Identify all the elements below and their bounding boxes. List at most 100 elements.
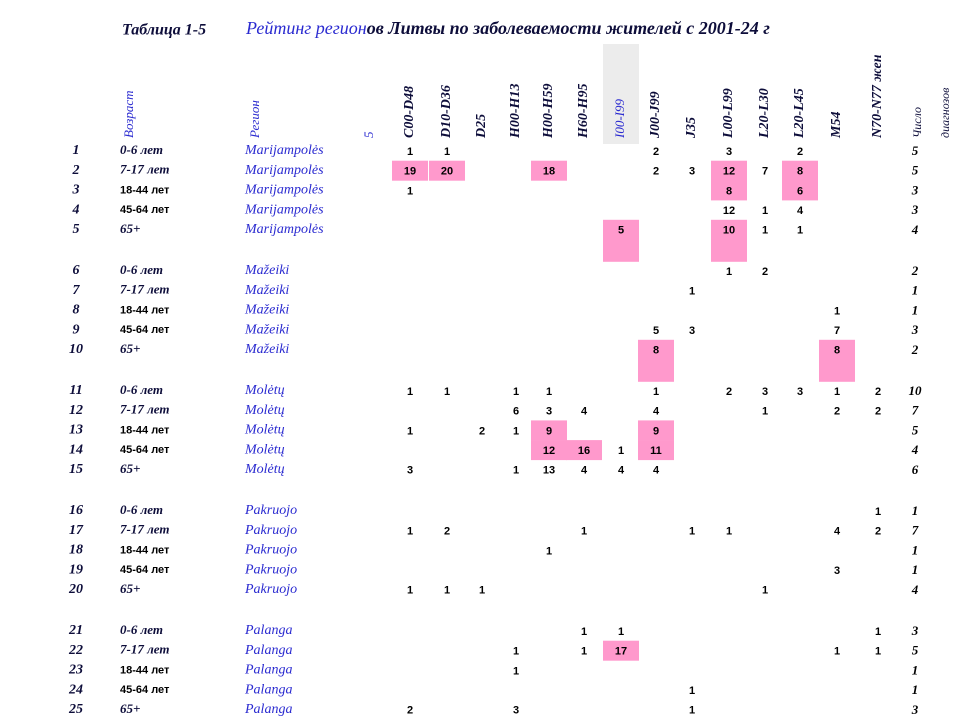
diagnosis-count: 1 bbox=[912, 302, 919, 317]
column-header: D25 bbox=[474, 114, 489, 139]
row-number: 7 bbox=[73, 283, 81, 298]
diagnosis-count: 1 bbox=[912, 662, 919, 677]
diagnosis-count: 5 bbox=[912, 643, 919, 658]
cell-value: 3 bbox=[726, 146, 732, 158]
table-label: Таблица 1-5 bbox=[122, 22, 206, 39]
cell-value: 5 bbox=[618, 225, 624, 237]
cell-value: 2 bbox=[444, 526, 450, 538]
row-number: 6 bbox=[73, 263, 80, 278]
cell-value: 1 bbox=[513, 386, 519, 398]
diagnosis-count: 2 bbox=[911, 342, 919, 357]
title-part: ов Литвы по заболеваемости жителей с 200… bbox=[367, 18, 770, 38]
cell-value: 5 bbox=[653, 325, 659, 337]
age-group: 0-6 лет bbox=[120, 622, 163, 637]
cell-value: 12 bbox=[723, 205, 735, 217]
cell-value: 1 bbox=[653, 386, 659, 398]
age-group: 65+ bbox=[120, 221, 140, 236]
cell-value: 9 bbox=[653, 425, 659, 437]
cell-value: 3 bbox=[797, 386, 803, 398]
column-header: Регион bbox=[247, 100, 262, 139]
highlight-cell bbox=[638, 420, 674, 441]
column-header: N70-N77 жен bbox=[870, 54, 885, 139]
highlight-cell bbox=[566, 440, 602, 461]
cell-value: 3 bbox=[546, 406, 552, 418]
diagnosis-count: 2 bbox=[911, 263, 919, 278]
age-group: 45-64 лет bbox=[120, 564, 170, 576]
diagnosis-count: 6 bbox=[912, 462, 919, 477]
age-group: 7-17 лет bbox=[120, 162, 169, 177]
column-header: L20-L45 bbox=[792, 88, 807, 139]
cell-value: 4 bbox=[653, 465, 660, 477]
age-group: 7-17 лет bbox=[120, 522, 169, 537]
cell-value: 8 bbox=[726, 185, 732, 197]
column-header: H00-H59 bbox=[541, 84, 556, 139]
cell-value: 1 bbox=[689, 705, 695, 717]
header-shade bbox=[603, 44, 639, 144]
diagnosis-count: 4 bbox=[911, 222, 919, 237]
age-group: 45-64 лет bbox=[120, 204, 170, 216]
cell-value: 2 bbox=[762, 266, 768, 278]
age-group: 65+ bbox=[120, 341, 140, 356]
cell-value: 12 bbox=[723, 166, 735, 178]
cell-value: 3 bbox=[689, 325, 695, 337]
cell-value: 1 bbox=[513, 665, 519, 677]
diagnosis-count: 4 bbox=[911, 582, 919, 597]
age-group: 45-64 лет bbox=[120, 444, 170, 456]
region: Mažeiki bbox=[244, 283, 289, 298]
row-number: 25 bbox=[68, 702, 83, 717]
cell-value: 2 bbox=[797, 146, 803, 158]
cell-value: 2 bbox=[726, 386, 732, 398]
cell-value: 1 bbox=[834, 646, 840, 658]
cell-value: 1 bbox=[513, 425, 519, 437]
column-header: J00-J99 bbox=[648, 91, 663, 139]
age-group: 65+ bbox=[120, 701, 140, 716]
cell-value: 1 bbox=[546, 545, 552, 557]
cell-value: 6 bbox=[513, 406, 519, 418]
row-number: 24 bbox=[68, 682, 83, 697]
title: Рейтинг регионов Литвы по заболеваемости… bbox=[245, 18, 770, 38]
cell-value: 1 bbox=[762, 585, 768, 597]
cell-value: 2 bbox=[875, 386, 881, 398]
cell-value: 1 bbox=[689, 286, 695, 298]
region: Palanga bbox=[244, 663, 292, 678]
diagnosis-count: 3 bbox=[911, 623, 919, 638]
age-group: 7-17 лет bbox=[120, 402, 169, 417]
region: Marijampolės bbox=[244, 183, 324, 198]
region: Palanga bbox=[244, 623, 292, 638]
cell-value: 1 bbox=[618, 445, 624, 457]
region: Marijampolės bbox=[244, 202, 324, 217]
cell-value: 1 bbox=[875, 646, 881, 658]
cell-value: 1 bbox=[407, 585, 413, 597]
cell-value: 1 bbox=[513, 646, 519, 658]
cell-value: 2 bbox=[653, 146, 659, 158]
highlight-cell bbox=[782, 180, 818, 201]
cell-value: 16 bbox=[578, 445, 590, 457]
cell-value: 4 bbox=[797, 205, 804, 217]
cell-value: 1 bbox=[762, 205, 768, 217]
cell-value: 18 bbox=[543, 166, 555, 178]
cell-value: 1 bbox=[407, 146, 413, 158]
column-header: Возраст bbox=[121, 91, 136, 139]
cell-value: 2 bbox=[875, 406, 881, 418]
highlight-cell bbox=[711, 160, 747, 181]
diagnosis-count: 1 bbox=[912, 503, 919, 518]
region: Pakruojo bbox=[244, 582, 297, 597]
region: Pakruojo bbox=[244, 543, 297, 558]
region: Marijampolės bbox=[244, 143, 324, 158]
column-header: H60-H95 bbox=[576, 84, 591, 139]
row-number: 19 bbox=[69, 562, 83, 577]
cell-value: 7 bbox=[762, 166, 768, 178]
cell-value: 1 bbox=[444, 585, 450, 597]
diagnosis-count: 7 bbox=[912, 403, 919, 418]
cell-value: 1 bbox=[407, 526, 413, 538]
age-group: 18-44 лет bbox=[120, 544, 170, 556]
row-number: 18 bbox=[69, 543, 83, 558]
age-group: 0-6 лет bbox=[120, 262, 163, 277]
row-number: 22 bbox=[68, 643, 83, 658]
diagnosis-count: 7 bbox=[912, 523, 919, 538]
cell-value: 19 bbox=[404, 166, 416, 178]
column-header: I00-I99 bbox=[612, 99, 627, 139]
region: Mažeiki bbox=[244, 322, 289, 337]
cell-value: 10 bbox=[723, 225, 735, 237]
region: Molėtų bbox=[244, 403, 285, 418]
